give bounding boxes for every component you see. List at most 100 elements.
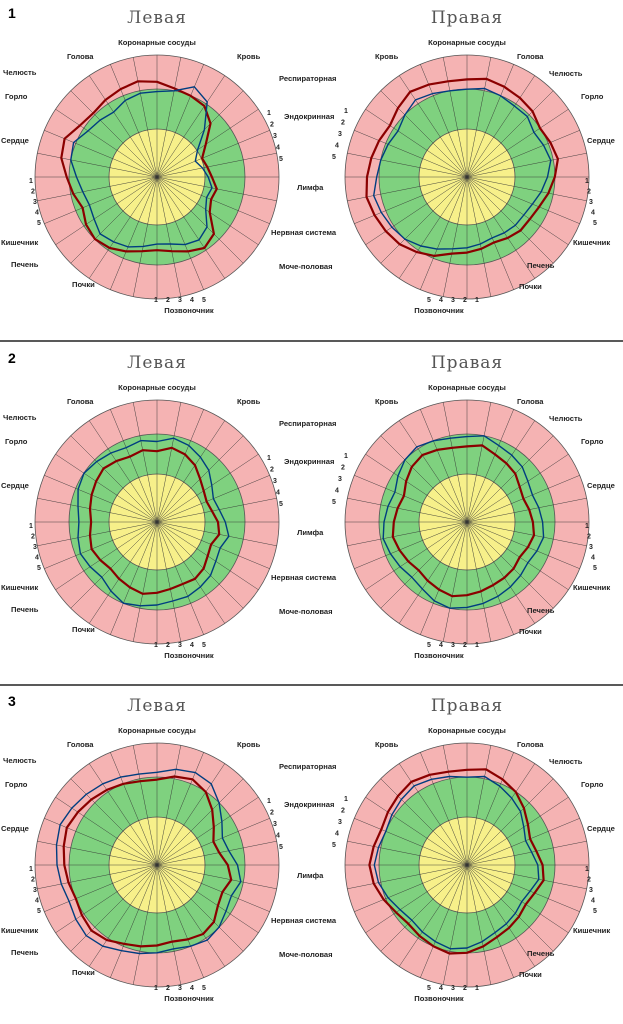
segment-label: 3 [178, 985, 182, 992]
segment-label: 5 [427, 985, 431, 992]
segment-label: 1 [267, 455, 271, 462]
spoke [37, 497, 158, 523]
spoke [399, 864, 468, 967]
charts-layer: 1 Левая 1 2 3 4 5 1 2 3 4 5 1 2 3 4 5 Коронарные сосуды Кр… [1, 5, 615, 1003]
side-title: Правая [431, 353, 503, 373]
segment-label: 2 [270, 467, 274, 474]
series-line-1 [62, 775, 233, 948]
spoke [156, 521, 244, 609]
organ-label-coronary: Коронарные сосуды [118, 38, 196, 47]
spoke [156, 745, 182, 866]
organ-label-kidney: Почки [72, 968, 95, 977]
spoke [156, 840, 277, 866]
organ-label-nerve: Нервная система [271, 916, 337, 925]
segment-label: 5 [279, 844, 283, 851]
spoke [89, 176, 158, 279]
spoke [37, 864, 158, 890]
segment-label: 4 [335, 831, 339, 838]
spoke [466, 752, 514, 866]
segment-label: 3 [451, 642, 455, 649]
organ-label-spine: Позвоночник [164, 306, 214, 315]
spoke [156, 130, 270, 178]
spoke [347, 497, 468, 523]
spoke [132, 57, 158, 178]
spoke [466, 521, 535, 624]
spoke [89, 864, 158, 967]
spoke [420, 176, 468, 290]
segment-label: 1 [267, 110, 271, 117]
segment-label: 1 [29, 523, 33, 530]
spoke [156, 521, 277, 547]
spoke [466, 745, 492, 866]
segment-label: 3 [451, 985, 455, 992]
segment-label: 5 [332, 842, 336, 849]
segment-label: 2 [463, 985, 467, 992]
organ-label-heart: Сердце [587, 824, 615, 833]
segment-label: 3 [33, 199, 37, 206]
organ-label-endo: Эндокринная [284, 112, 334, 121]
spoke [466, 176, 514, 290]
segment-label: 1 [344, 796, 348, 803]
spoke [466, 435, 554, 523]
organ-label-blood: Кровь [237, 397, 261, 406]
segment-label: 3 [338, 131, 342, 138]
segment-label: 1 [585, 178, 589, 185]
panel-3: 3 Левая 1 2 3 4 5 1 2 3 4 5 1 2 3 4 5 Коронарные сосуды Кр… [1, 693, 615, 1003]
spoke [466, 840, 587, 866]
radar-chart-right: Правая 1 2 3 4 5 1 2 3 4 5 5 4 3 2 1 Коронарные сосуды Кр… [332, 696, 615, 1003]
radar-chart-right: Правая 1 2 3 4 5 1 2 3 4 5 5 4 3 2 1 Коронарные сосуды Кр… [332, 8, 615, 315]
segment-label: 5 [202, 297, 206, 304]
spoke [365, 797, 468, 866]
organ-label-jaw: Челюсть [549, 757, 583, 766]
organ-label-urogen: Моче-половая [279, 262, 333, 271]
spoke [44, 864, 158, 912]
organ-label-heart: Сердце [1, 136, 29, 145]
panel-number: 2 [8, 350, 16, 366]
spoke [55, 176, 158, 245]
segment-label: 1 [154, 297, 158, 304]
spoke [156, 521, 270, 569]
segment-label: 1 [585, 866, 589, 873]
series-line-1 [391, 444, 536, 598]
spoke [365, 864, 468, 933]
spoke [354, 521, 468, 569]
spoke [156, 454, 259, 523]
segment-label: 5 [202, 642, 206, 649]
spoke [110, 864, 158, 978]
spoke [156, 176, 244, 264]
spoke [156, 409, 204, 523]
organ-label-blood: Кровь [237, 52, 261, 61]
spoke [380, 435, 468, 523]
spoke [70, 864, 158, 952]
spoke [156, 109, 259, 178]
spoke [110, 176, 158, 290]
segment-label: 4 [190, 985, 194, 992]
spoke [70, 435, 158, 523]
segment-label: 4 [190, 642, 194, 649]
spoke [156, 521, 225, 624]
spoke [132, 745, 158, 866]
segment-label: 2 [270, 810, 274, 817]
series-line-2 [55, 768, 242, 955]
spoke [55, 797, 158, 866]
segment-label: 5 [593, 908, 597, 915]
spoke [55, 109, 158, 178]
spoke [156, 176, 204, 290]
spoke [156, 176, 259, 245]
segment-label: 2 [31, 877, 35, 884]
segment-label: 4 [335, 143, 339, 150]
series-line-2 [382, 435, 545, 609]
segment-label: 3 [589, 887, 593, 894]
spoke [365, 109, 468, 178]
spoke [156, 176, 182, 297]
panel-number: 3 [8, 693, 16, 709]
segment-label: 1 [475, 297, 479, 304]
spoke [420, 521, 468, 635]
spoke [466, 778, 554, 866]
segment-label: 4 [190, 297, 194, 304]
spoke [110, 64, 158, 178]
organ-label-throat: Горло [581, 92, 604, 101]
spoke [156, 521, 204, 635]
spoke [347, 840, 468, 866]
